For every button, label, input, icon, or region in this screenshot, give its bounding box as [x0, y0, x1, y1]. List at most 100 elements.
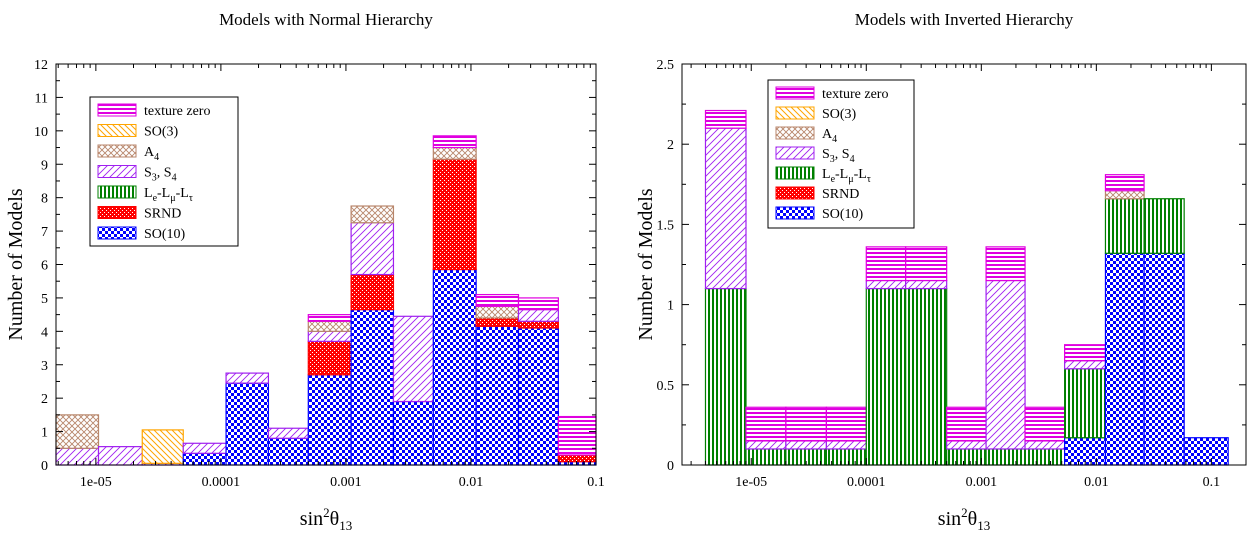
- x-axis-label: sin2θ13: [300, 505, 352, 533]
- bar-segment-so-10-: [432, 268, 477, 466]
- y-tick-label: 1: [667, 299, 674, 314]
- y-tick-label: 0: [41, 459, 48, 474]
- bar-segment-so-10-: [182, 452, 227, 466]
- bar-segment-texture-zero: [517, 297, 559, 311]
- bar-segment-texture-zero: [557, 415, 597, 456]
- bar-segment-texture-zero: [307, 314, 352, 322]
- bar-segment-a4: [1104, 190, 1145, 200]
- bar-segment-srnd: [517, 320, 559, 329]
- bar-segment-s3-s4: [517, 309, 559, 322]
- bar-segment-s3-s4: [946, 440, 987, 450]
- legend-swatch: [775, 206, 815, 220]
- x-tick-label: 1e-05: [80, 475, 112, 490]
- bar-segment-s3-s4: [97, 446, 143, 466]
- bar-segment-so-10-: [267, 437, 309, 466]
- legend-swatch: [775, 106, 815, 120]
- normal-hierarchy-panel: Models with Normal Hierarchy012345678910…: [5, 10, 605, 533]
- y-tick-label: 5: [41, 292, 48, 307]
- bar-segment-s3-s4: [392, 315, 434, 403]
- x-tick-label: 0.01: [459, 475, 484, 490]
- x-tick-label: 0.0001: [202, 475, 241, 490]
- bar-segment-so-10-: [307, 374, 352, 466]
- bar-segment-le-lmu-ltau: [905, 287, 948, 466]
- bar-segment-texture-zero: [905, 246, 948, 282]
- bar-segment-texture-zero: [865, 246, 907, 282]
- bar-segment-s3-s4: [55, 447, 100, 466]
- legend-swatch: [97, 124, 137, 137]
- y-tick-label: 7: [41, 225, 48, 240]
- legend-label: SO(10): [822, 207, 864, 222]
- bar-segment-srnd: [432, 158, 477, 271]
- x-tick-label: 0.001: [330, 475, 362, 490]
- legend: texture zero SO(3) A4 S3, S4 Le-Lμ-Lτ SRND SO(…: [767, 79, 915, 229]
- y-axis-label: Number of Models: [5, 188, 27, 340]
- bar-segment-s3-s4: [905, 279, 948, 290]
- bar-segment-s3-s4: [704, 127, 747, 290]
- legend-swatch: [97, 206, 137, 219]
- bar-segment-s3-s4: [182, 442, 227, 454]
- bar-segment-s3-s4: [307, 330, 352, 342]
- y-tick-label: 12: [34, 58, 48, 73]
- y-tick-label: 6: [41, 259, 48, 274]
- legend-swatch: [775, 86, 815, 100]
- chart-title: Models with Normal Hierarchy: [219, 10, 433, 29]
- bar-segment-srnd: [307, 340, 352, 376]
- bar-segment-le-lmu-ltau: [865, 287, 907, 466]
- bar-segment-texture-zero: [745, 406, 787, 442]
- y-tick-label: 8: [41, 192, 48, 207]
- y-tick-label: 1.5: [657, 218, 675, 233]
- bar-segment-srnd: [350, 273, 395, 311]
- bar-segment-texture-zero: [785, 406, 827, 442]
- legend-label: texture zero: [144, 104, 210, 119]
- bar-segment-a4: [350, 205, 395, 224]
- bar-segment-le-lmu-ltau: [946, 448, 987, 466]
- bar-segment-texture-zero: [1024, 406, 1066, 442]
- bar-segment-so-10-: [225, 382, 270, 466]
- bar-segment-texture-zero: [704, 109, 747, 129]
- bar-segment-so-10-: [1104, 252, 1145, 466]
- bar-segment-texture-zero: [1064, 344, 1107, 362]
- legend-label: texture zero: [822, 87, 888, 102]
- bar-segment-s3-s4: [985, 279, 1026, 450]
- legend-box: [767, 79, 915, 229]
- legend-swatch: [775, 186, 815, 200]
- y-tick-label: 3: [41, 359, 48, 374]
- legend-label: SRND: [144, 207, 181, 222]
- x-tick-label: 0.1: [1203, 475, 1221, 490]
- bar-segment-texture-zero: [946, 406, 987, 442]
- x-tick-label: 1e-05: [735, 475, 767, 490]
- bar-segment-s3-s4: [865, 279, 907, 290]
- bar-segment-a4: [432, 146, 477, 160]
- x-tick-label: 0.1: [587, 475, 605, 490]
- legend-label: SRND: [822, 187, 859, 202]
- bar-segment-a4: [307, 320, 352, 332]
- bar-segment-so-10-: [1183, 437, 1229, 466]
- x-axis-label: sin2θ13: [938, 505, 990, 533]
- bar-segment-s3-s4: [745, 440, 787, 450]
- bar-segment-le-lmu-ltau: [1064, 368, 1107, 439]
- legend-label: Le-Lμ-Lτ: [144, 186, 193, 204]
- bar-segment-texture-zero: [825, 406, 867, 442]
- y-tick-label: 0: [667, 459, 674, 474]
- x-tick-label: 0.01: [1084, 475, 1109, 490]
- legend-label: S3, S4: [144, 166, 177, 184]
- bar-segment-a4: [55, 414, 100, 449]
- bar-segment-s3-s4: [1064, 360, 1107, 370]
- bar-segment-s3-s4: [267, 427, 309, 439]
- bar-segment-so-10-: [350, 309, 395, 466]
- y-tick-label: 11: [35, 91, 48, 106]
- y-tick-label: 9: [41, 158, 48, 173]
- bar-segment-texture-zero: [432, 135, 477, 149]
- legend-label: Le-Lμ-Lτ: [822, 167, 871, 185]
- legend-label: SO(3): [144, 125, 179, 140]
- legend-swatch: [97, 226, 137, 240]
- y-tick-label: 1: [41, 426, 48, 441]
- bar-segment-le-lmu-ltau: [825, 448, 867, 466]
- bar-segment-le-lmu-ltau: [1143, 198, 1185, 254]
- bar-segment-le-lmu-ltau: [985, 448, 1026, 466]
- bar-segment-texture-zero: [1104, 174, 1145, 192]
- legend-label: SO(3): [822, 107, 857, 122]
- x-axis: 1e-05 0.0001 0.001 0.01 0.1: [690, 64, 1247, 490]
